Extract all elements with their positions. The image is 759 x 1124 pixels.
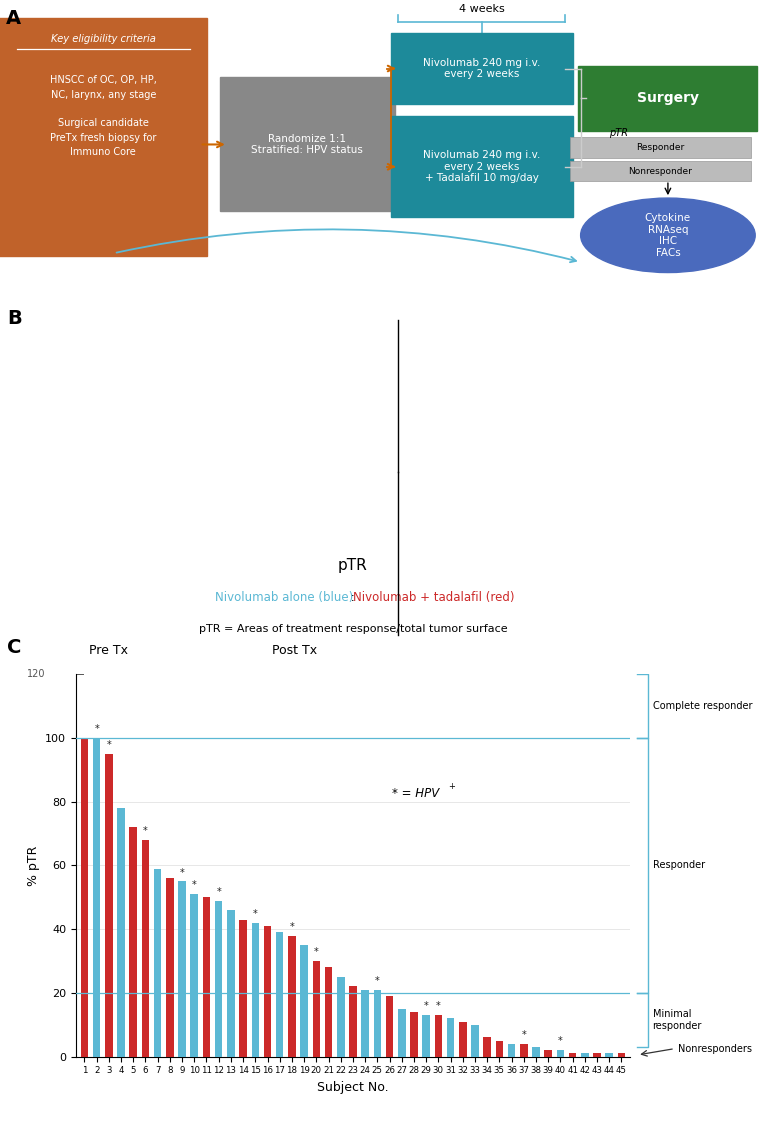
Bar xyxy=(276,933,284,1057)
Bar xyxy=(251,923,259,1057)
Text: *: * xyxy=(424,1001,429,1012)
Text: Minimal
responder: Minimal responder xyxy=(653,1009,702,1031)
Bar xyxy=(459,1022,467,1057)
Y-axis label: % pTR: % pTR xyxy=(27,845,39,886)
Text: +: + xyxy=(448,782,455,791)
Bar xyxy=(422,1015,430,1057)
Text: pTR: pTR xyxy=(338,559,368,573)
Bar xyxy=(118,808,124,1057)
Bar xyxy=(239,919,247,1057)
Bar xyxy=(93,738,100,1057)
Bar xyxy=(215,900,222,1057)
FancyBboxPatch shape xyxy=(578,65,757,132)
Bar xyxy=(191,895,198,1057)
Text: Nivolumab alone (blue): Nivolumab alone (blue) xyxy=(215,591,353,604)
Text: *: * xyxy=(216,887,221,897)
Text: *: * xyxy=(436,1001,441,1012)
Text: Surgery: Surgery xyxy=(637,91,699,106)
Bar xyxy=(520,1044,528,1057)
Text: *: * xyxy=(106,741,112,750)
Bar xyxy=(544,1050,552,1057)
Bar xyxy=(80,738,88,1057)
Text: *: * xyxy=(375,976,380,986)
Text: Nivolumab 240 mg i.v.
every 2 weeks
+ Tadalafil 10 mg/day: Nivolumab 240 mg i.v. every 2 weeks + Ta… xyxy=(424,151,540,183)
FancyBboxPatch shape xyxy=(570,137,751,157)
Bar xyxy=(130,827,137,1057)
FancyBboxPatch shape xyxy=(391,33,573,105)
Text: 4 weeks: 4 weeks xyxy=(459,4,505,13)
Text: pTR: pTR xyxy=(609,127,628,137)
Bar xyxy=(410,1012,417,1057)
Text: Responder: Responder xyxy=(636,143,685,152)
Text: *: * xyxy=(521,1030,526,1040)
Bar xyxy=(483,1037,491,1057)
Text: * = HPV: * = HPV xyxy=(392,787,439,799)
Text: Cytokine
RNAseq
IHC
FACs: Cytokine RNAseq IHC FACs xyxy=(645,212,691,257)
Bar xyxy=(556,1050,564,1057)
Bar xyxy=(154,869,162,1057)
Bar xyxy=(594,1053,601,1057)
Bar xyxy=(166,878,174,1057)
Text: *: * xyxy=(558,1036,562,1046)
Text: Nonresponders: Nonresponders xyxy=(679,1043,752,1053)
Bar xyxy=(337,977,345,1057)
Bar xyxy=(361,990,369,1057)
Bar xyxy=(178,881,186,1057)
Bar xyxy=(373,990,381,1057)
Text: Key eligibility criteria: Key eligibility criteria xyxy=(51,34,156,44)
Bar xyxy=(398,1009,405,1057)
Bar xyxy=(618,1053,625,1057)
Text: B: B xyxy=(7,309,21,328)
Text: Nivolumab + tadalafil (red): Nivolumab + tadalafil (red) xyxy=(353,591,515,604)
Text: *: * xyxy=(143,826,148,836)
Ellipse shape xyxy=(581,198,755,272)
Text: HNSCC of OC, OP, HP,
NC, larynx, any stage

Surgical candidate
PreTx fresh biops: HNSCC of OC, OP, HP, NC, larynx, any sta… xyxy=(50,75,156,157)
Bar xyxy=(288,935,296,1057)
Bar xyxy=(142,840,150,1057)
Bar xyxy=(349,987,357,1057)
Bar xyxy=(581,1053,588,1057)
X-axis label: Subject No.: Subject No. xyxy=(317,1081,389,1094)
Bar xyxy=(313,961,320,1057)
Bar xyxy=(301,945,308,1057)
Text: *: * xyxy=(314,948,319,958)
Text: Post Tx: Post Tx xyxy=(272,644,317,658)
Bar xyxy=(606,1053,613,1057)
Bar xyxy=(447,1018,455,1057)
Text: Complete responder: Complete responder xyxy=(653,701,752,711)
Text: Pre Tx: Pre Tx xyxy=(89,644,128,658)
FancyBboxPatch shape xyxy=(391,116,573,217)
Text: *: * xyxy=(180,868,184,878)
Text: Nonresponder: Nonresponder xyxy=(628,166,692,175)
Text: Nivolumab 240 mg i.v.
every 2 weeks: Nivolumab 240 mg i.v. every 2 weeks xyxy=(424,57,540,80)
Text: :: : xyxy=(347,591,359,604)
Text: *: * xyxy=(192,880,197,890)
Bar xyxy=(263,926,271,1057)
Text: Responder: Responder xyxy=(653,861,704,870)
Text: C: C xyxy=(7,638,21,658)
Text: A: A xyxy=(6,9,21,28)
FancyBboxPatch shape xyxy=(570,161,751,181)
Bar xyxy=(471,1025,479,1057)
FancyBboxPatch shape xyxy=(0,18,207,256)
Bar xyxy=(227,910,235,1057)
Bar xyxy=(105,754,112,1057)
FancyBboxPatch shape xyxy=(220,78,395,211)
Text: 120: 120 xyxy=(27,670,46,679)
Text: *: * xyxy=(289,922,294,932)
Bar xyxy=(568,1053,576,1057)
Bar xyxy=(435,1015,442,1057)
Text: *: * xyxy=(253,909,257,919)
Bar xyxy=(203,897,210,1057)
Text: *: * xyxy=(94,724,99,734)
Text: Randomize 1:1
Stratified: HPV status: Randomize 1:1 Stratified: HPV status xyxy=(251,134,364,155)
Bar xyxy=(386,996,393,1057)
Text: pTR = Areas of treatment response/total tumor surface: pTR = Areas of treatment response/total … xyxy=(199,624,507,634)
Bar xyxy=(496,1041,503,1057)
Bar xyxy=(325,968,332,1057)
Bar xyxy=(532,1048,540,1057)
Bar xyxy=(508,1044,515,1057)
